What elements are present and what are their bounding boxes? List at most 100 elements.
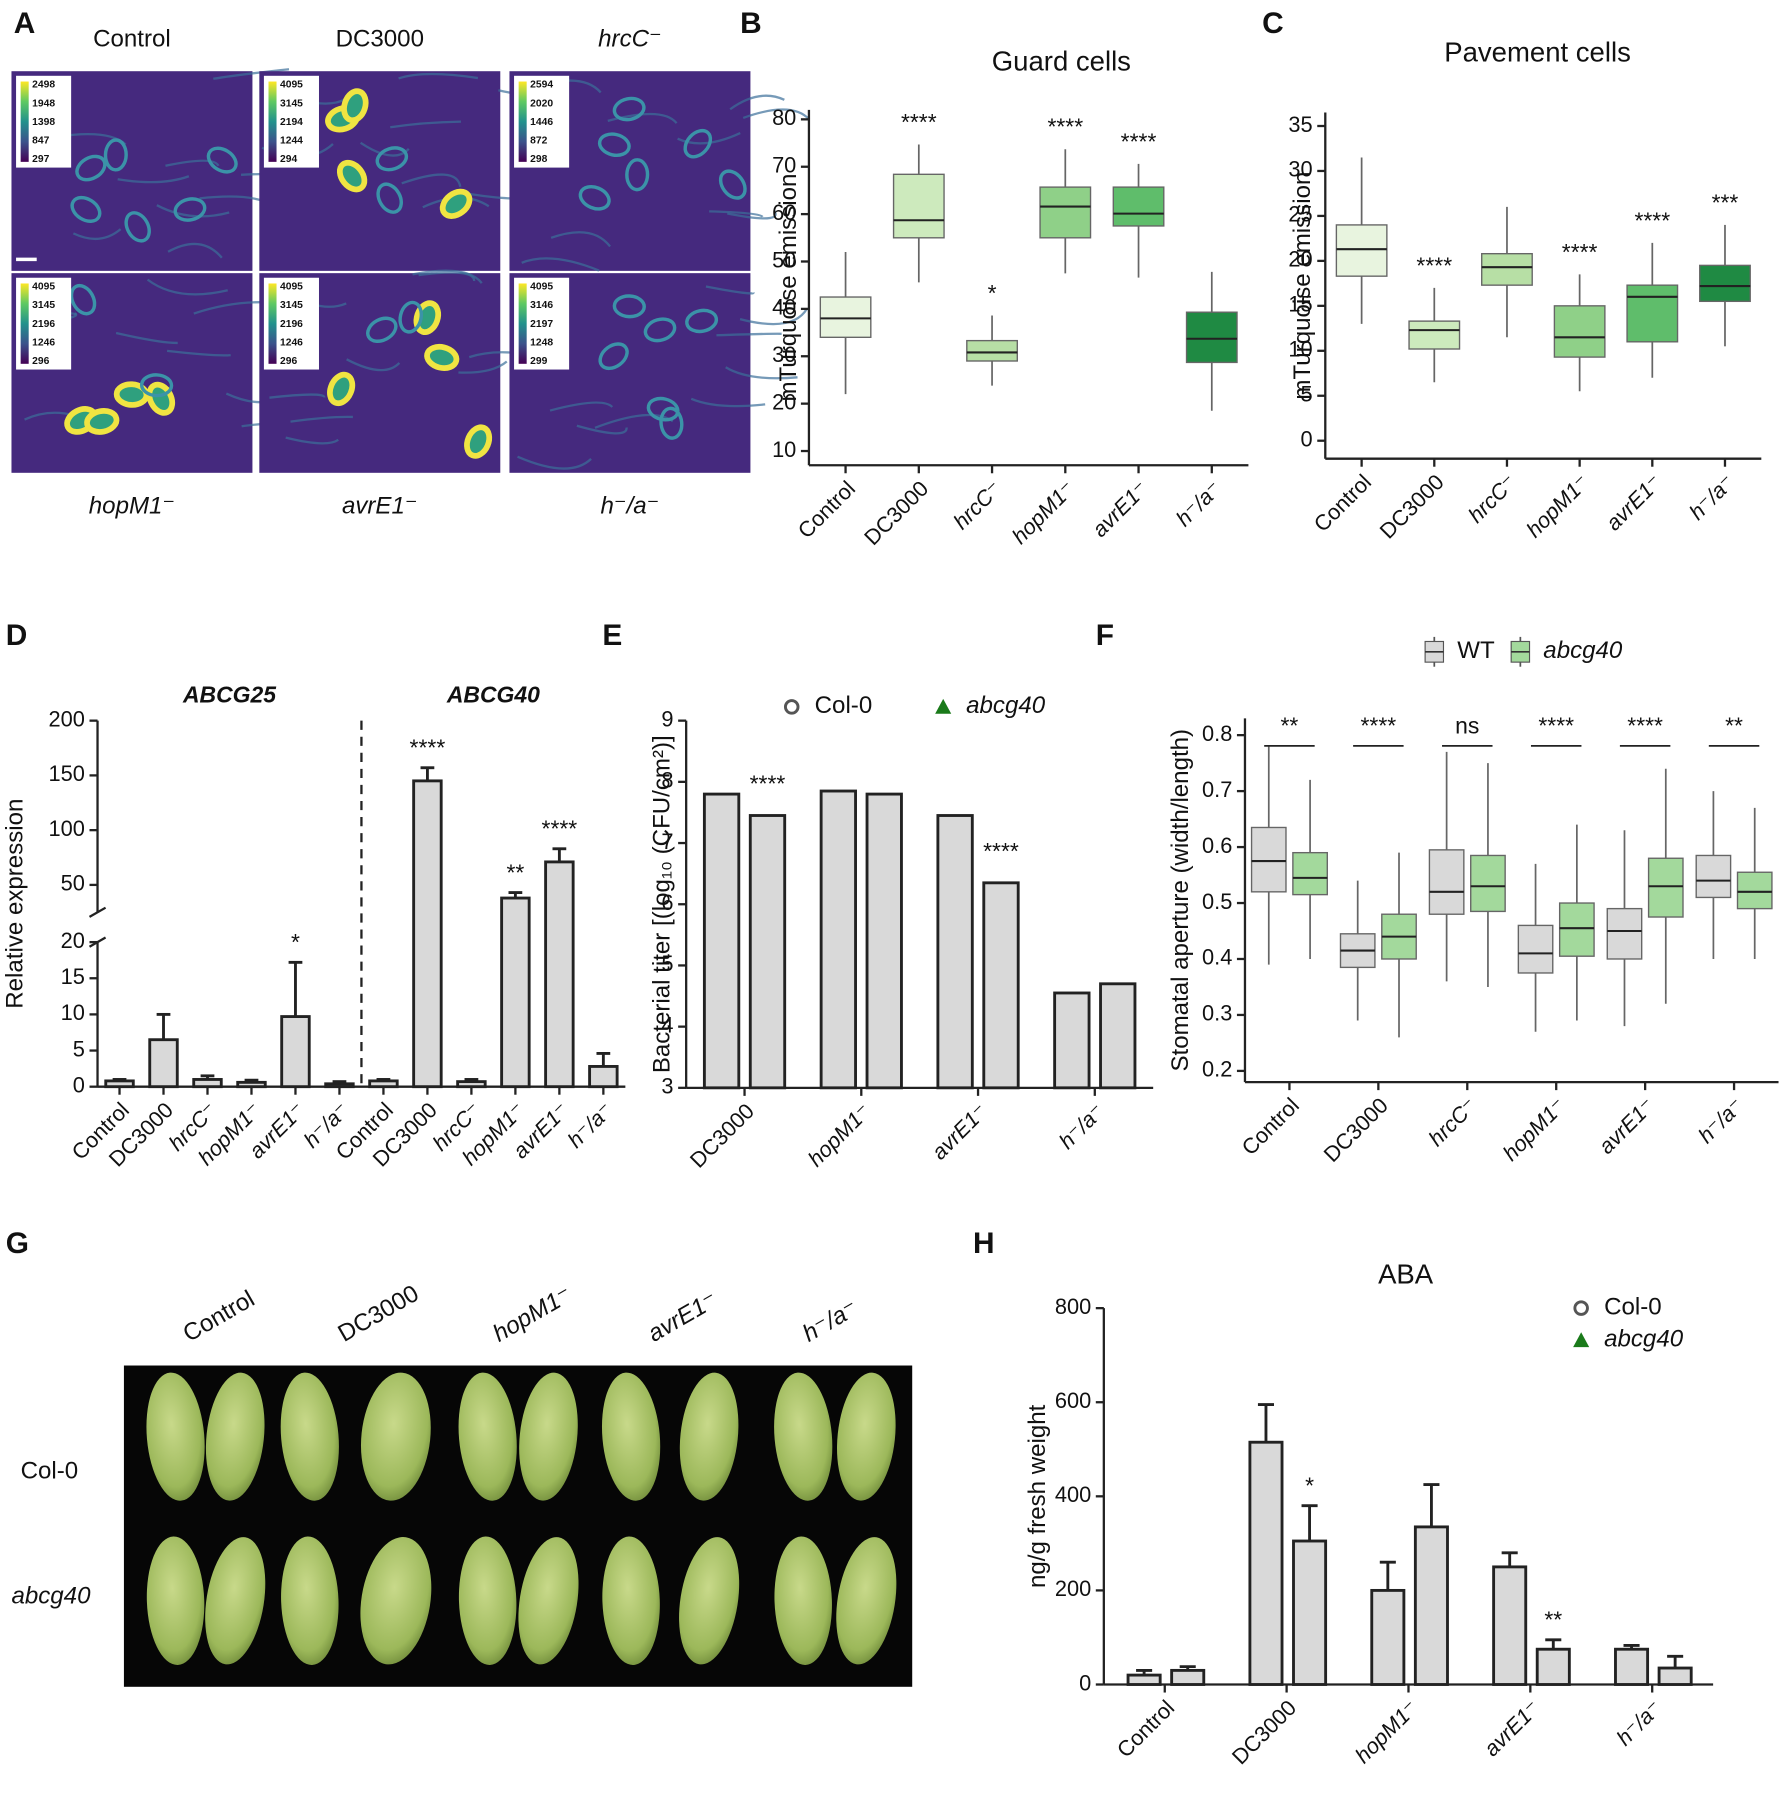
cell-outline	[709, 210, 764, 218]
cell-outline	[549, 401, 614, 412]
cell-outline	[401, 173, 462, 188]
x-tick-label: avrE1⁻	[926, 1098, 992, 1164]
box	[1647, 857, 1684, 918]
cell-outline	[166, 349, 231, 357]
x-tick-label: avrE1⁻	[1594, 1093, 1660, 1159]
bar	[412, 779, 443, 1089]
y-tick-label: 0.4	[1202, 945, 1232, 970]
leaf	[205, 1537, 266, 1665]
stoma	[206, 146, 238, 174]
panel-title: avrE1⁻	[342, 493, 418, 520]
significance: ****	[410, 734, 446, 760]
significance: *	[988, 280, 997, 306]
cell-outline	[742, 108, 811, 121]
leaf	[679, 1537, 740, 1665]
cell-outline	[115, 331, 178, 345]
cell-outline	[716, 332, 782, 337]
leaf	[146, 1372, 205, 1501]
leaf	[146, 1536, 205, 1665]
y-tick-label: 5	[73, 1036, 85, 1061]
colorbar-label: 296	[280, 356, 297, 367]
row-label: abcg40	[11, 1583, 91, 1610]
x-tick-label: hopM1⁻	[803, 1098, 876, 1171]
stoma	[598, 342, 629, 371]
x-tick-label: hopM1⁻	[1521, 469, 1594, 542]
bar	[148, 1038, 179, 1089]
significance: ****	[1047, 114, 1083, 140]
cell-outline	[156, 204, 230, 218]
colorbar-label: 298	[530, 154, 547, 165]
leaf	[360, 1537, 432, 1665]
significance: ***	[1712, 189, 1739, 215]
x-tick-label: avrE1⁻	[1087, 476, 1153, 542]
panel-title: hopM1⁻	[89, 493, 175, 520]
stoma	[336, 159, 368, 193]
y-tick-label: 25	[1288, 202, 1312, 227]
row-label: Col-0	[21, 1458, 79, 1485]
y-tick-label: 600	[1055, 1388, 1091, 1413]
bar	[1126, 1673, 1162, 1686]
colorbar-label: 3145	[280, 300, 303, 311]
x-tick-label: h⁻/a⁻	[562, 1097, 617, 1152]
x-tick-label: h⁻/a⁻	[1684, 469, 1739, 524]
stoma	[375, 146, 409, 172]
bar	[702, 792, 741, 1090]
y-tick-label: 0.8	[1202, 721, 1232, 746]
bar	[1492, 1565, 1528, 1686]
bar	[544, 860, 575, 1089]
colorbar-label: 296	[32, 356, 49, 367]
stoma	[113, 381, 150, 408]
box	[1736, 871, 1773, 910]
significance: ****	[1562, 239, 1598, 265]
y-tick-label: 4	[661, 1012, 673, 1037]
colorbar-label: 294	[280, 154, 297, 165]
box	[1481, 252, 1533, 286]
colorbar-label: 2196	[32, 319, 55, 330]
column-label: Control	[179, 1285, 260, 1347]
leaf	[774, 1536, 832, 1665]
y-axis-label: ng/g fresh weight	[1024, 1404, 1051, 1588]
stoma	[612, 294, 646, 319]
y-tick-label: 400	[1055, 1482, 1091, 1507]
cell-outline	[165, 159, 220, 167]
significance: ns	[1455, 713, 1479, 739]
y-tick-label: 150	[49, 761, 85, 786]
bar	[1535, 1647, 1571, 1686]
box	[1185, 311, 1238, 364]
stoma	[597, 132, 631, 158]
axis-break	[88, 906, 107, 918]
y-tick-label: 0.3	[1202, 1001, 1232, 1026]
stoma	[578, 184, 611, 211]
bar	[936, 814, 974, 1090]
box	[1039, 186, 1092, 239]
colorbar-label: 3145	[280, 98, 303, 109]
panel-title: hrcC⁻	[598, 26, 662, 53]
panel-letter: A	[14, 7, 36, 40]
cell-outline	[517, 455, 592, 470]
x-tick-label: DC3000	[685, 1098, 759, 1172]
significance: ****	[542, 815, 578, 841]
cell-outline	[412, 269, 483, 284]
legend-marker	[783, 699, 800, 715]
colorbar-label: 2498	[32, 80, 55, 91]
stoma	[625, 158, 650, 192]
y-tick-label: 30	[772, 342, 796, 367]
leaf	[280, 1372, 339, 1501]
cell-outline	[725, 366, 798, 380]
leaf	[519, 1372, 578, 1501]
colorbar	[518, 283, 527, 364]
legend-marker	[935, 698, 952, 714]
box	[1250, 826, 1287, 893]
y-axis-label: Stomatal aperture (width/length)	[1167, 729, 1194, 1072]
colorbar-label: 2020	[530, 98, 553, 109]
y-tick-label: 10	[61, 1000, 85, 1025]
stoma	[683, 128, 713, 159]
x-tick-label: avrE1⁻	[1601, 469, 1667, 535]
x-tick-label: Control	[1237, 1093, 1304, 1160]
leaf	[360, 1372, 431, 1501]
stoma	[398, 300, 424, 334]
y-tick-label: 8	[661, 768, 673, 793]
stoma	[75, 154, 107, 182]
stoma	[685, 308, 719, 334]
significance: *	[1305, 1472, 1314, 1498]
